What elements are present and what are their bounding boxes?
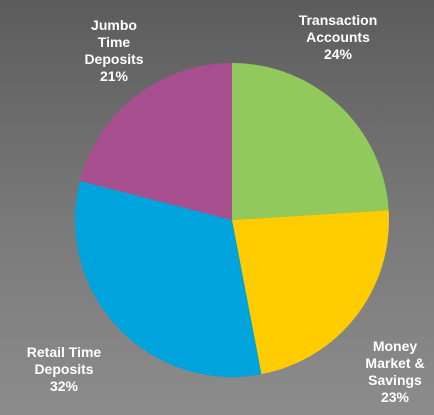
- category-label: Jumbo Time Deposits: [84, 17, 144, 67]
- category-label: Money Market & Savings: [365, 338, 425, 388]
- value-label: 21%: [99, 68, 129, 84]
- slice-label: Retail Time Deposits 32%: [8, 344, 120, 395]
- pie-slice: [79, 63, 233, 220]
- category-label: Retail Time Deposits: [26, 344, 102, 377]
- slice-label: Jumbo Time Deposits 21%: [78, 17, 150, 85]
- pie-slice: [75, 180, 262, 377]
- slice-label: Money Market & Savings 23%: [352, 338, 434, 406]
- value-label: 23%: [380, 389, 410, 405]
- value-label: 24%: [323, 46, 353, 62]
- category-label: Transaction Accounts: [298, 12, 378, 45]
- pie-slice: [232, 210, 389, 375]
- slice-label: Transaction Accounts 24%: [283, 12, 393, 63]
- pie-slice: [232, 63, 389, 220]
- value-label: 32%: [49, 378, 79, 394]
